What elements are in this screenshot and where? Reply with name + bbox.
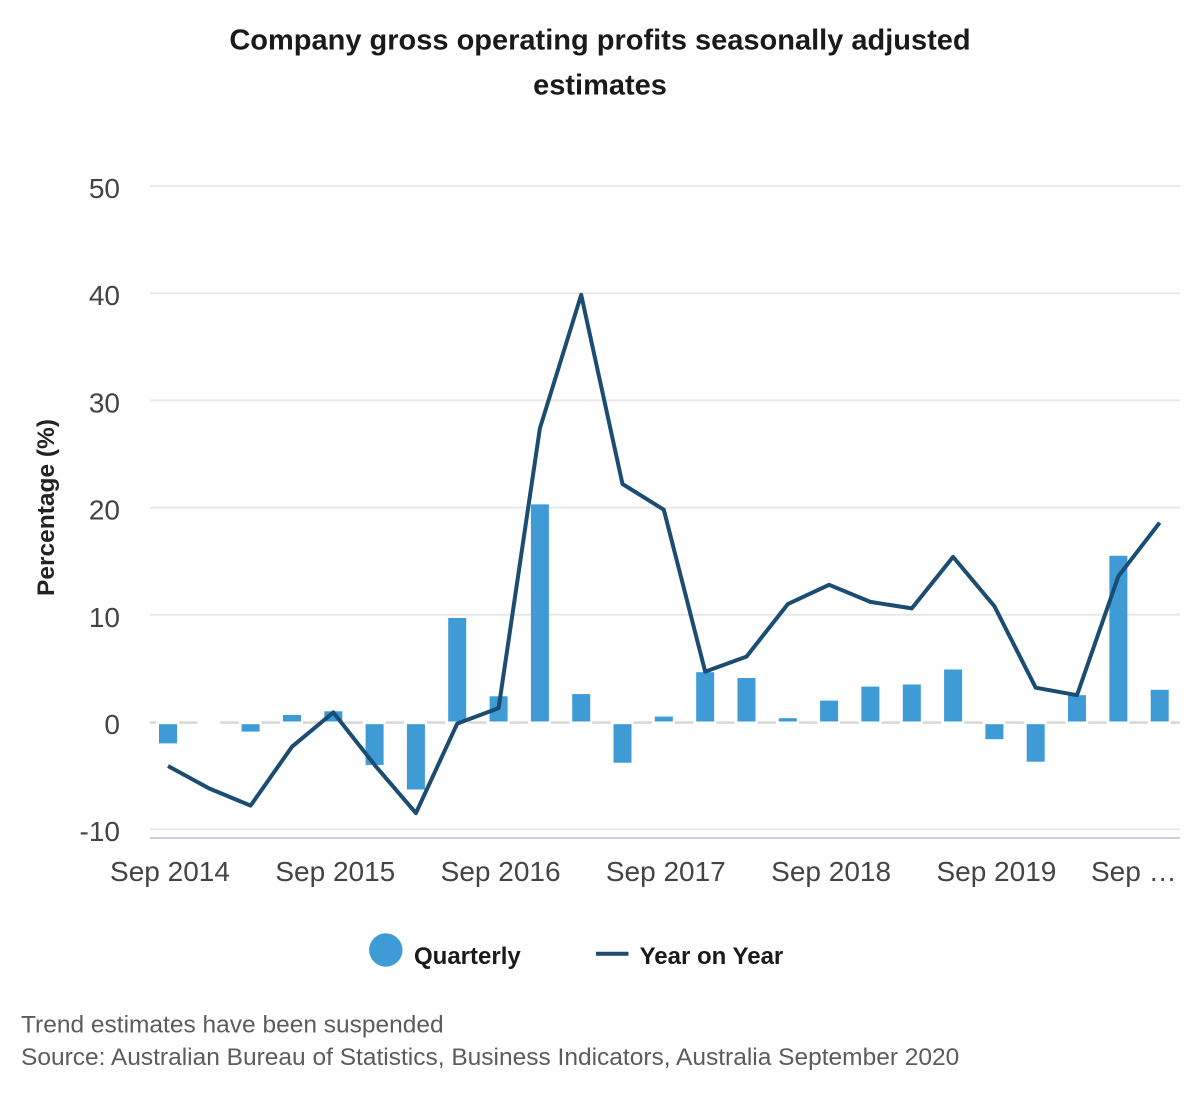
svg-text:50: 50 <box>89 173 120 204</box>
svg-text:-10: -10 <box>80 816 120 847</box>
svg-text:estimates: estimates <box>533 70 667 102</box>
svg-text:30: 30 <box>89 387 120 418</box>
svg-text:Quarterly: Quarterly <box>414 943 521 970</box>
svg-text:Percentage (%): Percentage (%) <box>33 419 60 596</box>
svg-text:Sep 2019: Sep 2019 <box>936 856 1056 887</box>
svg-text:Source: Australian Bureau of S: Source: Australian Bureau of Statistics,… <box>21 1044 959 1071</box>
svg-text:Sep …: Sep … <box>1091 856 1177 887</box>
svg-text:Sep 2014: Sep 2014 <box>110 856 230 887</box>
svg-text:Sep 2017: Sep 2017 <box>606 856 726 887</box>
svg-text:Sep 2018: Sep 2018 <box>771 856 891 887</box>
svg-text:0: 0 <box>104 709 120 740</box>
svg-text:10: 10 <box>89 602 120 633</box>
svg-text:Sep 2016: Sep 2016 <box>441 856 561 887</box>
svg-text:Trend estimates have been susp: Trend estimates have been suspended <box>21 1012 444 1039</box>
svg-text:20: 20 <box>89 495 120 526</box>
svg-text:Sep 2015: Sep 2015 <box>275 856 395 887</box>
svg-text:Year on Year: Year on Year <box>640 943 784 970</box>
svg-text:40: 40 <box>89 280 120 311</box>
svg-text:Company gross operating profit: Company gross operating profits seasonal… <box>229 25 970 57</box>
